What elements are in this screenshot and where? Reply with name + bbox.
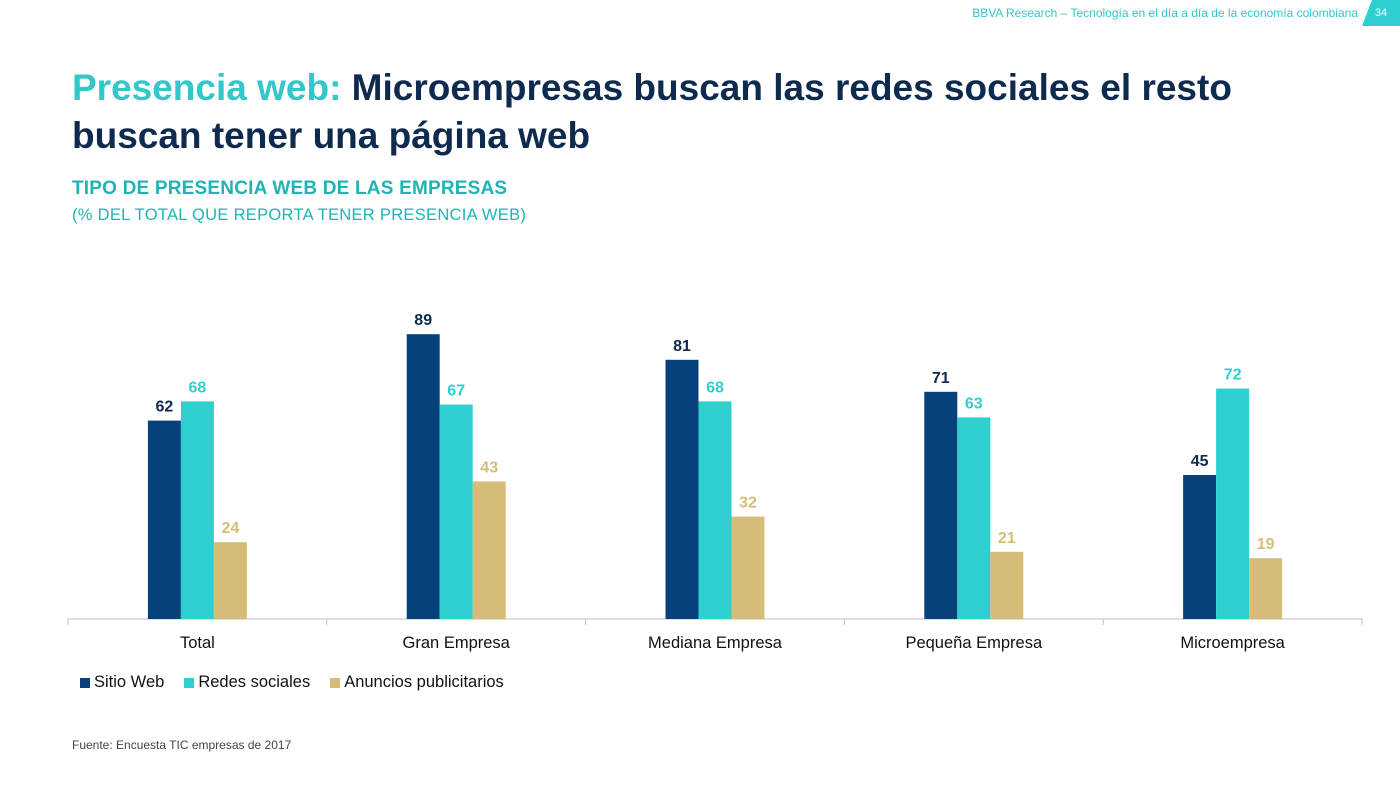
data-label-anuncios-publicitarios-mediana-empresa: 32 — [739, 495, 757, 512]
data-label-sitio-web-pequena-empresa: 71 — [932, 370, 950, 387]
chart-legend: Sitio Web Redes sociales Anuncios public… — [80, 673, 504, 692]
data-label-redes-sociales-total: 68 — [189, 379, 207, 396]
bar-anuncios-publicitarios-pequena-empresa — [990, 551, 1024, 619]
legend-label-redes-sociales: Redes sociales — [198, 673, 311, 691]
bar-redes-sociales-total — [180, 401, 214, 619]
bar-redes-sociales-microempresa — [1216, 388, 1250, 619]
data-label-redes-sociales-gran-empresa: 67 — [447, 383, 465, 400]
data-label-redes-sociales-microempresa: 72 — [1224, 367, 1242, 384]
page-number: 34 — [1362, 0, 1400, 26]
data-label-anuncios-publicitarios-pequena-empresa: 21 — [998, 530, 1016, 547]
legend-swatch-redes-sociales — [184, 677, 195, 688]
x-tick-label-gran-empresa: Gran Empresa — [403, 634, 511, 652]
slide-title-rest: Microempresas buscan las redes sociales … — [72, 67, 1232, 156]
bar-anuncios-publicitarios-microempresa — [1249, 558, 1283, 619]
bar-sitio-web-gran-empresa — [406, 334, 440, 619]
data-label-anuncios-publicitarios-gran-empresa: 43 — [480, 459, 498, 476]
legend-label-anuncios: Anuncios publicitarios — [344, 673, 504, 691]
bar-anuncios-publicitarios-gran-empresa — [472, 481, 506, 619]
x-tick-label-microempresa: Microempresa — [1180, 634, 1285, 652]
data-label-redes-sociales-mediana-empresa: 68 — [706, 379, 724, 396]
bar-sitio-web-microempresa — [1183, 475, 1217, 619]
bar-sitio-web-pequena-empresa — [924, 391, 958, 619]
data-label-anuncios-publicitarios-total: 24 — [222, 520, 240, 537]
data-label-sitio-web-microempresa: 45 — [1191, 453, 1209, 470]
bar-anuncios-publicitarios-mediana-empresa — [731, 516, 765, 619]
header-bar: BBVA Research – Tecnología en el día a d… — [972, 0, 1400, 26]
legend-swatch-sitio-web — [80, 677, 90, 688]
legend-label-sitio-web: Sitio Web — [94, 673, 165, 691]
legend-swatch-anuncios — [330, 677, 341, 688]
slide-title-highlight: Presencia web: — [72, 67, 342, 108]
source-note: Fuente: Encuesta TIC empresas de 2017 — [72, 738, 292, 752]
data-label-sitio-web-total: 62 — [156, 399, 174, 416]
bar-redes-sociales-gran-empresa — [439, 404, 473, 619]
x-tick-label-pequena-empresa: Pequeña Empresa — [905, 634, 1042, 652]
data-label-anuncios-publicitarios-microempresa: 19 — [1257, 536, 1275, 553]
legend-item-redes-sociales: Redes sociales — [184, 673, 310, 692]
legend-item-anuncios: Anuncios publicitarios — [330, 673, 504, 692]
chart-subnote: (% DEL TOTAL QUE REPORTA TENER PRESENCIA… — [72, 206, 527, 224]
bar-anuncios-publicitarios-total — [213, 542, 247, 619]
bar-redes-sociales-pequena-empresa — [957, 417, 991, 619]
chart-title: TIPO DE PRESENCIA WEB DE LAS EMPRESAS — [72, 178, 508, 199]
legend-item-sitio-web: Sitio Web — [80, 673, 164, 692]
slide-title: Presencia web: Microempresas buscan las … — [72, 64, 1362, 160]
bar-sitio-web-mediana-empresa — [665, 359, 699, 619]
data-label-sitio-web-gran-empresa: 89 — [414, 312, 432, 329]
bar-sitio-web-total — [147, 420, 181, 619]
bar-chart: 62 68 24 Total 89 67 43 Gran Empresa 81 68 32 Media… — [67, 312, 1363, 652]
x-tick-label-total: Total — [180, 634, 215, 652]
data-label-redes-sociales-pequena-empresa: 63 — [965, 395, 983, 412]
header-text: BBVA Research – Tecnología en el día a d… — [972, 6, 1358, 20]
bar-redes-sociales-mediana-empresa — [698, 401, 732, 619]
data-label-sitio-web-mediana-empresa: 81 — [673, 338, 691, 355]
x-tick-label-mediana-empresa: Mediana Empresa — [648, 634, 783, 652]
